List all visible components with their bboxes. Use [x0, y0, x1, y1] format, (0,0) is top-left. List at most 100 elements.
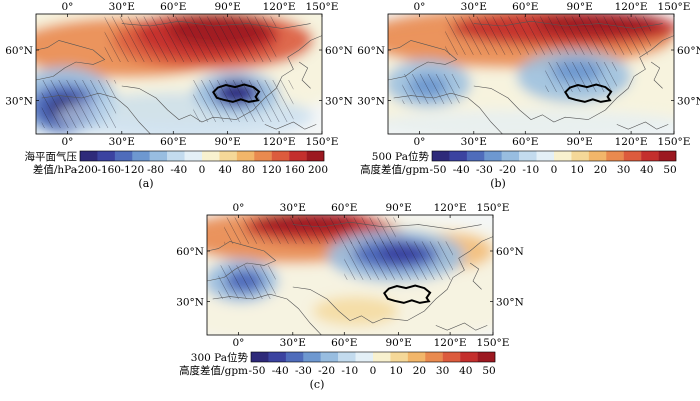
colorbar-tick-label: 0 [199, 164, 206, 176]
lat-label-right: 30°N [677, 95, 700, 107]
colorbar-swatch [114, 151, 133, 161]
map-field-a [36, 14, 322, 134]
lon-label-bottom: 0° [61, 136, 73, 148]
colorbar-tick-label: 20 [594, 164, 607, 176]
tibetan-plateau-outline [212, 83, 261, 103]
colorbar-tick-label: 10 [571, 164, 584, 176]
colorbar-swatch [571, 151, 590, 161]
colorbar-swatch [251, 352, 269, 362]
coastline [212, 293, 322, 335]
lat-label-left: 30°N [357, 95, 385, 107]
colorbar-swatch [320, 352, 339, 362]
colorbar-tick-label: 120 [262, 164, 282, 176]
colorbar-tick-label: -40 [453, 164, 470, 176]
colorbar-tick-label: -160 [97, 164, 121, 176]
colorbar-swatch [289, 151, 307, 161]
colorbar-swatch [202, 151, 220, 161]
colorbar-title-line2: 高度差值/gpm [179, 364, 248, 377]
lat-label-left: 60°N [5, 45, 33, 57]
lon-label-bottom: 30°E [280, 337, 306, 349]
lat-label-right: 30°N [325, 95, 353, 107]
lon-label-top: 0° [61, 1, 73, 13]
colorbar-tick-label: 160 [285, 164, 305, 176]
colorbar-title-line1: 海平面气压 [25, 150, 78, 163]
colorbar-title-line2: 高度差值/gpm [360, 163, 429, 176]
coastline [650, 61, 663, 89]
lon-label-bottom: 150°E [658, 136, 691, 148]
colorbar-tick-label: -10 [522, 164, 539, 176]
colorbar-swatch [460, 352, 478, 362]
map-field-c [207, 215, 493, 335]
colorbar-swatch [519, 151, 537, 161]
colorbar-swatch [606, 151, 624, 161]
lat-label-right: 60°N [496, 246, 524, 258]
colorbar-tick-label: -200 [74, 164, 98, 176]
coastline [207, 241, 277, 282]
lon-label-top: 60°E [331, 202, 357, 214]
lon-label-top: 90°E [566, 1, 592, 13]
significance-hatching [344, 241, 453, 280]
coastline [298, 61, 311, 89]
colorbar-swatch [236, 151, 255, 161]
colorbar-tick-label: 40 [219, 164, 232, 176]
lon-label-bottom: 90°E [214, 136, 240, 148]
lon-label-bottom: 60°E [160, 136, 186, 148]
coastline [473, 35, 674, 123]
colorbar-swatch [501, 151, 520, 161]
lon-label-top: 30°E [109, 1, 135, 13]
colorbar-tick-label: -50 [430, 164, 447, 176]
lon-label-top: 150°E [306, 1, 339, 13]
colorbar-tick-label: 40 [459, 365, 472, 377]
significance-hatching [224, 217, 396, 244]
significance-hatching [104, 16, 277, 62]
coastline [473, 20, 663, 29]
colorbar-swatch [167, 151, 185, 161]
coastline [393, 92, 503, 134]
lon-label-top: 60°E [512, 1, 538, 13]
lat-label-left: 30°N [176, 296, 204, 308]
coastline [121, 35, 322, 123]
colorbar-swatch [306, 151, 325, 161]
colorbar-tick-label: 20 [413, 365, 426, 377]
lat-label-left: 60°N [176, 246, 204, 258]
colorbar-swatch [588, 151, 607, 161]
lon-label-top: 90°E [385, 202, 411, 214]
colorbar-tick-label: 0 [370, 365, 377, 377]
lon-label-top: 150°E [477, 202, 510, 214]
lat-label-left: 60°N [357, 45, 385, 57]
map-frame [387, 13, 675, 135]
panel-caption: (b) [490, 177, 506, 190]
colorbar-swatch [80, 151, 98, 161]
colorbar-tick-label: -10 [341, 365, 358, 377]
lon-label-bottom: 0° [413, 136, 425, 148]
lon-label-bottom: 30°E [461, 136, 487, 148]
colorbar-tick-label: 50 [663, 164, 676, 176]
lon-label-top: 30°E [461, 1, 487, 13]
colorbar-swatch [184, 151, 203, 161]
colorbar-frame [250, 351, 496, 363]
lon-label-bottom: 60°E [512, 136, 538, 148]
colorbar-tick-label: 50 [482, 365, 495, 377]
lat-label-right: 30°N [496, 296, 524, 308]
colorbar-c: -50 -40 -30 -20 -10 0 10 20 30 40 50 300 Pa位势高度差值/g… [179, 351, 496, 377]
lon-label-top: 60°E [160, 1, 186, 13]
colorbar-tick-label: 200 [308, 164, 328, 176]
colorbar-swatch [271, 151, 290, 161]
colorbar-tick-label: 30 [617, 164, 630, 176]
colorbar-swatch [390, 352, 409, 362]
significance-hatching [402, 74, 460, 104]
colorbar-swatch [432, 151, 450, 161]
lon-label-bottom: 90°E [566, 136, 592, 148]
lat-label-left: 30°N [5, 95, 33, 107]
tibetan-plateau-outline [564, 83, 613, 103]
lon-label-top: 0° [232, 202, 244, 214]
map-panel-c: 0° 0° 30°E 30°E 60°E 60°E 90°E 90°E 120°E 120°E 15… [176, 202, 524, 391]
lon-label-bottom: 150°E [477, 337, 510, 349]
colorbar-tick-label: -20 [499, 164, 516, 176]
colorbar-swatch [536, 151, 555, 161]
panel-caption: (a) [138, 177, 153, 190]
coastline [388, 40, 458, 81]
anomaly-blob [312, 296, 399, 326]
colorbar-tick-label: 0 [551, 164, 558, 176]
colorbar-swatch [268, 352, 287, 362]
